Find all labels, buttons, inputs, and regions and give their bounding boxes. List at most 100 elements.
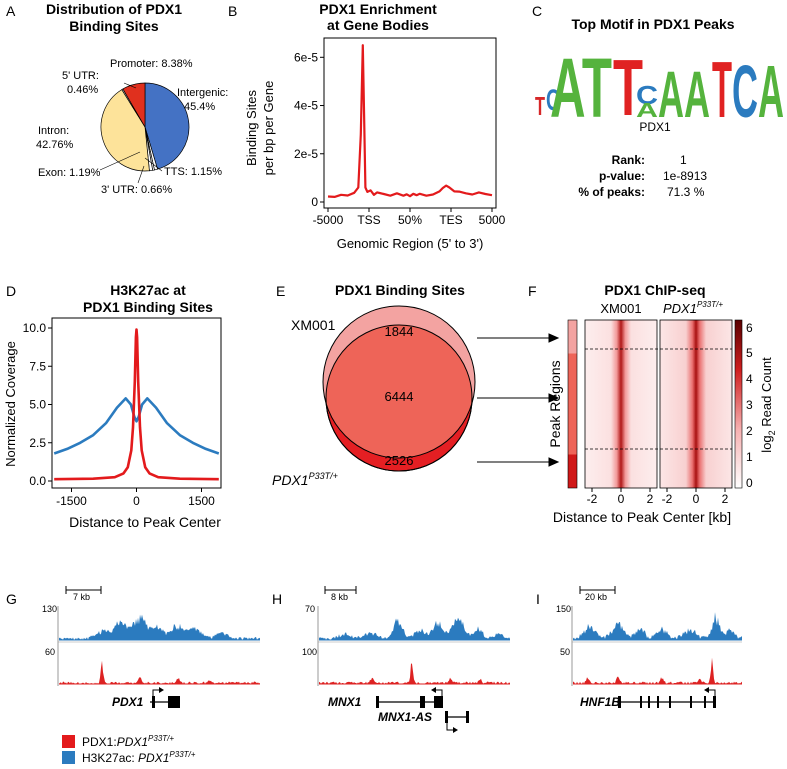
legend-swatch-red bbox=[62, 735, 75, 748]
panel-b-xlabel: Genomic Region (5' to 3') bbox=[337, 236, 484, 251]
pie-label-tts: TTS: 1.15% bbox=[164, 166, 222, 178]
venn-label-bottom-base: PDX1 bbox=[272, 472, 309, 488]
motif-name: PDX1 bbox=[639, 120, 671, 134]
pie-leader-lines bbox=[99, 82, 163, 184]
mnx1as-exon2 bbox=[466, 711, 469, 723]
hm-xtick-4: -2 bbox=[662, 492, 673, 506]
cb-tick-3: 3 bbox=[746, 398, 753, 412]
panel-letter-g: G bbox=[6, 591, 17, 607]
heatmap-mutant bbox=[659, 319, 733, 489]
logo-a-small: A bbox=[636, 100, 658, 122]
chart-b-xtick-label: TSS bbox=[357, 213, 380, 227]
rank-value: 1 bbox=[680, 153, 687, 167]
pie-label-utr5-line2: 0.46% bbox=[67, 84, 98, 96]
chart-b-line bbox=[327, 44, 493, 198]
panel-letter-b: B bbox=[228, 3, 237, 19]
arrow-bottom-head bbox=[548, 457, 560, 467]
panel-b-ylabel-line2: per bp per Gene bbox=[261, 81, 276, 176]
logo-c-small2: C bbox=[636, 80, 658, 110]
hnf1b-exon2 bbox=[640, 696, 642, 708]
venn-count-top: 1844 bbox=[385, 324, 414, 339]
track-h-h3k27ac bbox=[319, 617, 510, 641]
cb-tick-4: 4 bbox=[746, 372, 753, 386]
pie-label-intron-line1: Intron: bbox=[38, 125, 69, 137]
legend-red-italic: PDX1 bbox=[117, 735, 148, 749]
pvalue-label: p-value: bbox=[599, 169, 645, 183]
chart-d-line-pdx1 bbox=[54, 328, 219, 481]
pdx1-tss-arrowhead bbox=[159, 687, 164, 693]
trk-i-top-signal bbox=[573, 612, 742, 640]
pie-label-intergenic-line2: 45.4% bbox=[184, 101, 215, 113]
legend-red-base: PDX1: bbox=[82, 735, 117, 749]
panel-e-title: PDX1 Binding Sites bbox=[335, 282, 465, 298]
panel-b-title-line2: at Gene Bodies bbox=[327, 17, 429, 33]
venn-label-top: XM001 bbox=[291, 317, 336, 333]
hnf1b-exon3 bbox=[648, 696, 650, 708]
arrow-middle-head bbox=[548, 393, 560, 403]
cb-tick-5: 5 bbox=[746, 346, 753, 360]
mnx1-exon3 bbox=[434, 696, 443, 708]
hm-xtick-3: 2 bbox=[647, 492, 654, 506]
track-i-bottom-max: 50 bbox=[560, 647, 570, 657]
pie-slice-intron bbox=[100, 89, 150, 172]
pie-label-utr5-line1: 5' UTR: bbox=[62, 70, 99, 82]
panel-letter-d: D bbox=[6, 283, 16, 299]
track-i: 20 kb 150 50 HNF1B bbox=[556, 586, 742, 709]
chart-d-ytick-label: 2.5 bbox=[29, 436, 46, 450]
legend-swatch-blue bbox=[62, 751, 75, 764]
colorbar-label-rest: Read Count bbox=[759, 357, 774, 430]
track-h-bottom-max: 100 bbox=[302, 647, 317, 657]
hnf1b-tss-arrowhead bbox=[704, 687, 709, 693]
venn-circle-top bbox=[322, 305, 476, 459]
pie-slice-promoter bbox=[122, 82, 146, 129]
logo-a1: AT bbox=[550, 41, 612, 135]
scale-label-h: 8 kb bbox=[331, 592, 348, 602]
mnx1-exon1 bbox=[376, 696, 379, 708]
pie-label-utr3: 3' UTR: 0.66% bbox=[101, 184, 172, 196]
mnx1-tss-arrow bbox=[434, 689, 443, 696]
chart-b-ytick-label: 2e-5 bbox=[294, 147, 318, 161]
logo-t-small: T bbox=[535, 91, 545, 121]
legend-red-text: PDX1:PDX1P33T/+ bbox=[82, 734, 174, 749]
chart-b-frame bbox=[323, 37, 497, 209]
gene-model-hnf1b bbox=[618, 687, 716, 708]
gene-model-pdx1 bbox=[150, 687, 180, 708]
gene-model-mnx1 bbox=[376, 687, 443, 708]
gene-label-hnf1b: HNF1B bbox=[580, 695, 620, 709]
hm-xtick-2: 0 bbox=[618, 492, 625, 506]
venn-circle-bottom-outline bbox=[325, 324, 473, 472]
hm-xtick-6: 2 bbox=[722, 492, 729, 506]
hm-xtick-5: 0 bbox=[693, 492, 700, 506]
trk-g-top-signal bbox=[59, 614, 260, 640]
track-g-pdx1 bbox=[59, 660, 260, 685]
hnf1b-exon6 bbox=[690, 696, 692, 708]
panel-b-ylabel-line1: Binding Sites bbox=[244, 90, 259, 166]
track-h-top-max: 70 bbox=[305, 604, 315, 614]
leader-utr3 bbox=[137, 165, 145, 184]
scale-label-i: 20 kb bbox=[585, 592, 607, 602]
logo-c: C bbox=[732, 50, 758, 133]
cb-tick-1: 1 bbox=[746, 450, 753, 464]
track-g-h3k27ac bbox=[59, 614, 260, 641]
chart-d-xtick-label: -1500 bbox=[56, 494, 87, 508]
panel-letter-e: E bbox=[276, 283, 285, 299]
panel-letter-f: F bbox=[528, 283, 537, 299]
mnx1as-exon1 bbox=[445, 711, 448, 723]
trk-i-bot-signal bbox=[573, 657, 742, 684]
hnf1b-exon7 bbox=[704, 696, 706, 708]
pvalue-value: 1e-8913 bbox=[663, 169, 707, 183]
venn-label-bottom-sup: P33T/+ bbox=[309, 471, 338, 481]
chart-b-ytick-label: 0 bbox=[311, 195, 318, 209]
pie-label-intron-line2: 42.76% bbox=[36, 139, 74, 151]
mnx1as-tss-arrow bbox=[446, 723, 455, 731]
hnf1b-tss-arrow bbox=[707, 689, 716, 696]
heatmap-col1-label: XM001 bbox=[600, 301, 641, 316]
leader-utr5 bbox=[123, 82, 137, 89]
peaks-value: 71.3 % bbox=[667, 185, 705, 199]
mnx1-exon2 bbox=[420, 696, 425, 708]
pdx1-tss-arrow bbox=[152, 689, 161, 696]
heatmap-xlabel: Distance to Peak Center [kb] bbox=[553, 509, 731, 525]
motif-logo: T C AT T C A AA T C A bbox=[535, 41, 784, 135]
mnx1as-tss-arrowhead bbox=[453, 727, 458, 733]
track-i-top-max: 150 bbox=[556, 604, 571, 614]
